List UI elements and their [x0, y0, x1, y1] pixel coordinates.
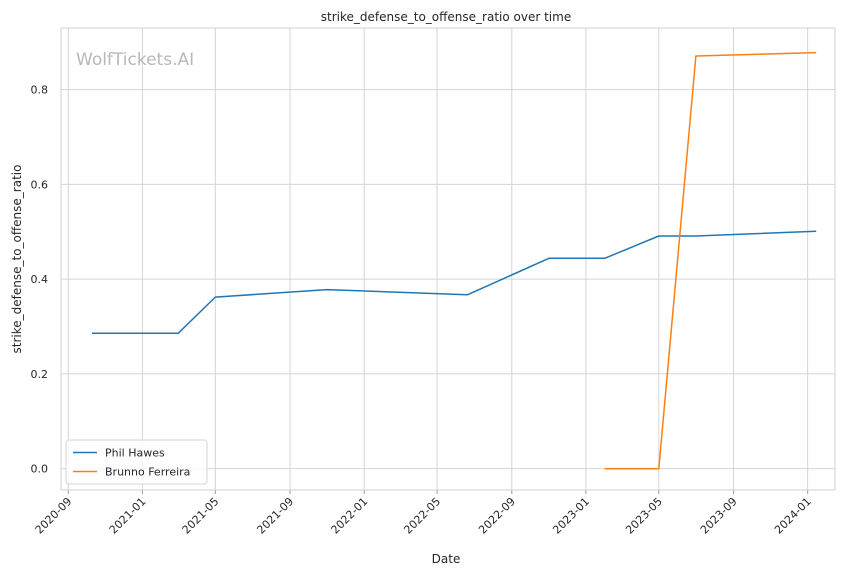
legend: Phil Hawes Brunno Ferreira: [65, 439, 208, 485]
y-tick-label: 0.0: [31, 463, 49, 476]
y-tick-label: 0.4: [31, 273, 49, 286]
legend-box: [65, 439, 208, 485]
x-axis-label: Date: [432, 552, 461, 566]
series-line-brunno-ferreira: [604, 51, 817, 470]
watermark: WolfTickets.AI: [76, 50, 194, 70]
y-tick-label: 0.8: [31, 84, 49, 97]
series-line-phil-hawes: [92, 230, 817, 334]
plot-frame: [60, 27, 836, 491]
y-tick-labels: 0.0 0.2 0.4 0.6 0.8: [31, 84, 49, 476]
chart-title: strike_defense_to_offense_ratio over tim…: [321, 10, 571, 24]
grid: [61, 28, 835, 494]
legend-label-phil-hawes: Phil Hawes: [105, 447, 165, 460]
series-layer: [92, 51, 817, 470]
legend-label-brunno-ferreira: Brunno Ferreira: [105, 466, 190, 479]
y-axis-label: strike_defense_to_offense_ratio: [10, 165, 24, 354]
y-tick-label: 0.2: [31, 368, 49, 381]
y-tick-label: 0.6: [31, 178, 49, 191]
